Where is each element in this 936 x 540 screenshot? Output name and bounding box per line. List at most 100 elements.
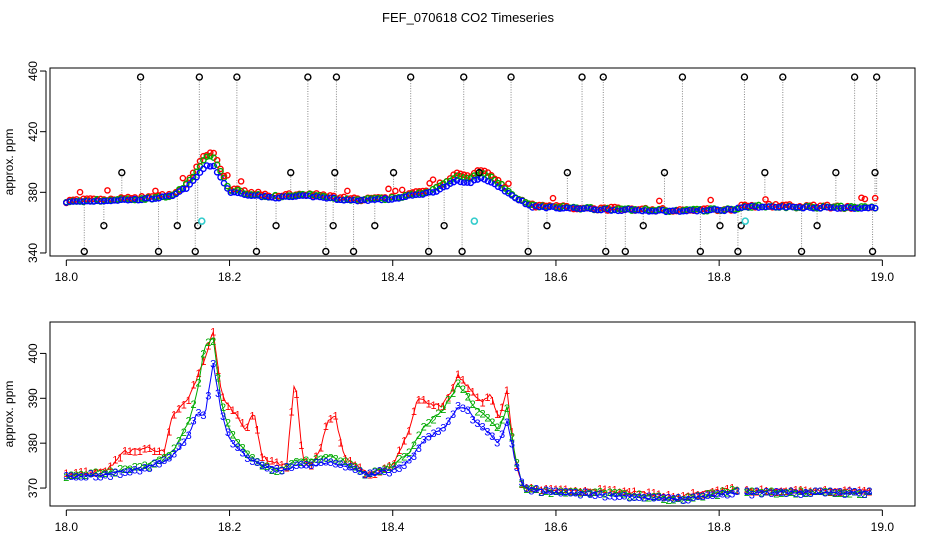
series-marker-1: 1 [641,490,647,502]
series-marker-3: 3 [803,487,809,499]
ch3-point [539,203,547,211]
ch3-point [158,193,166,200]
ch3-point [666,207,673,215]
series-marker-1: 1 [386,461,392,473]
series-marker-3: 3 [347,461,353,473]
series-marker-1: 1 [318,443,324,455]
series-marker-2: 2 [445,394,451,406]
ch1-point [200,152,207,160]
series-marker-2: 2 [499,415,505,427]
series-marker-2: 2 [215,372,221,384]
ch3-point [234,189,241,197]
series-marker-3: 3 [298,460,304,472]
series-marker-2: 2 [714,490,720,502]
series-marker-1: 1 [240,418,246,430]
series-marker-3: 3 [88,469,94,481]
series-marker-1: 1 [337,437,343,449]
series-marker-3: 3 [137,466,143,478]
series-marker-3: 3 [847,486,853,498]
series-marker-3: 3 [509,438,515,450]
series-marker-2: 2 [342,456,348,468]
series-marker-3: 3 [470,415,476,427]
raw-point [737,221,745,230]
y-axis-label-1: approx. ppm [2,129,16,196]
series-marker-1: 1 [401,436,407,448]
ch3-point [416,191,423,198]
raw-point [272,221,280,230]
series-marker-3: 3 [861,489,867,501]
ch3-point [621,206,629,214]
series-marker-3: 3 [240,447,246,459]
series-marker-2: 2 [68,470,74,482]
ch1-point [189,169,197,177]
ch3-point [374,195,382,203]
series-marker-2: 2 [450,388,456,400]
series-marker-1: 1 [661,492,667,504]
series-marker-2: 2 [93,467,99,479]
ch1-point [861,195,869,203]
series-marker-1: 1 [288,406,294,418]
series-marker-1: 1 [137,446,143,458]
series-marker-2: 2 [435,408,441,420]
series-marker-3: 3 [636,492,642,504]
series-marker-3: 3 [675,492,681,504]
series-marker-3: 3 [430,428,436,440]
series-marker-3: 3 [837,486,843,498]
ch3-point [827,204,834,211]
ch3-point [779,203,786,210]
series-marker-2: 2 [176,435,182,447]
series-marker-3: 3 [543,485,549,497]
ch1-point [817,202,824,210]
ch2-point [189,173,197,181]
series-marker-1: 1 [651,488,657,500]
ch3-point [409,192,416,199]
series-marker-1: 1 [533,484,539,496]
series-marker-1: 1 [303,456,309,468]
ch3-point [306,192,313,200]
series-marker-2: 2 [783,488,789,500]
raw-point [734,247,742,256]
series-marker-3: 3 [563,486,569,498]
ch1-point [237,178,245,185]
x-tick-label-2: 18.4 [381,520,405,534]
series-marker-2: 2 [460,384,466,396]
y-tick-label-1: 420 [26,121,40,141]
series-marker-2: 2 [352,461,358,473]
series-marker-2: 2 [430,414,436,426]
series-marker-3: 3 [744,486,750,498]
ch3-point [446,180,454,187]
series-marker-3: 3 [73,471,79,483]
ch3-point [498,184,505,192]
series-marker-2: 2 [259,461,265,473]
ch3-point [429,189,437,196]
series-marker-2: 2 [710,488,716,500]
y-tick-label-2: 370 [26,478,40,498]
series-marker-1: 1 [499,402,505,414]
series-marker-3: 3 [754,486,760,498]
x-tick-label-1: 18.8 [707,270,731,284]
ch3-point [717,207,725,214]
series-marker-1: 1 [538,485,544,497]
raw-point [191,247,199,256]
ch3-point [631,207,639,214]
series-marker-2: 2 [484,413,490,425]
series-marker-3: 3 [230,438,236,450]
x-tick-label-2: 18.8 [707,520,731,534]
raw-point [761,168,769,177]
ch3-point [690,207,697,214]
y-tick-label-2: 380 [26,433,40,453]
ch3-point [573,205,581,212]
series-marker-2: 2 [186,415,192,427]
series-marker-3: 3 [421,434,427,446]
series-marker-3: 3 [210,358,216,370]
series-marker-3: 3 [852,487,858,499]
series-marker-2: 2 [421,421,427,433]
series-marker-3: 3 [391,464,397,476]
series-marker-1: 1 [504,385,510,397]
series-marker-3: 3 [685,494,691,506]
series-marker-2: 2 [73,470,79,482]
series-marker-3: 3 [161,455,167,467]
raw-point [287,168,295,177]
series-marker-1: 1 [479,397,485,409]
